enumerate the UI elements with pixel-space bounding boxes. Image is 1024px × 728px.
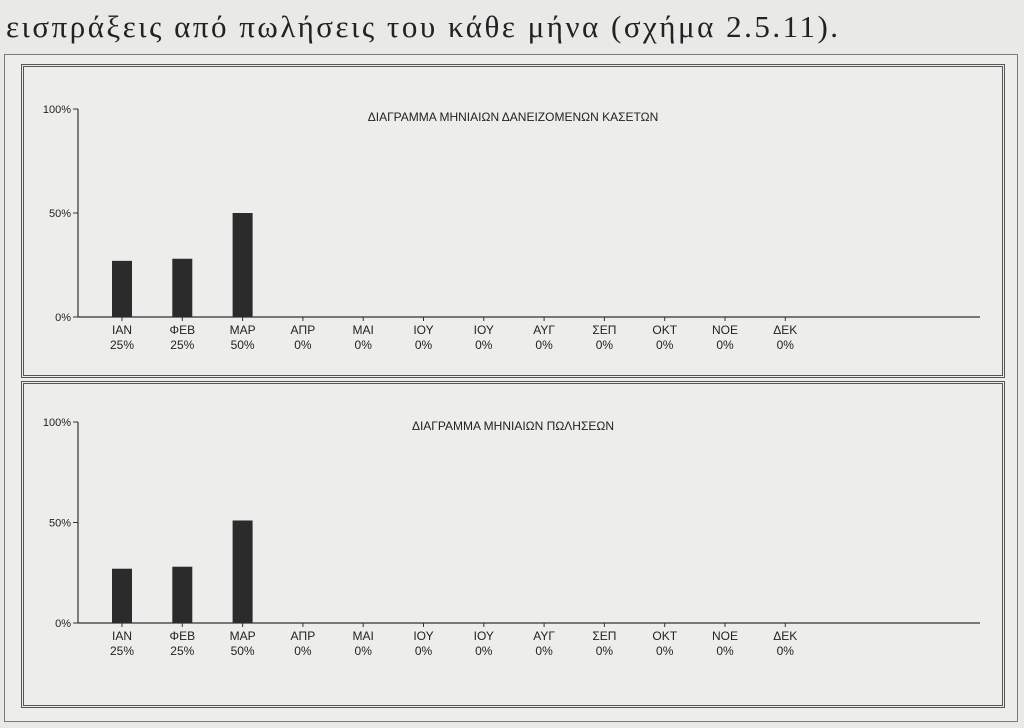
- y-tick-label: 0%: [55, 312, 71, 324]
- x-tick-label: ΜΑΙ: [353, 323, 374, 337]
- x-tick-label: ΝΟΕ: [712, 629, 738, 643]
- bar-value-label: 0%: [777, 338, 795, 352]
- x-tick-label: ΑΥΓ: [533, 323, 555, 337]
- chart-title: ΔΙΑΓΡΑΜΜΑ ΜΗΝΙΑΙΩΝ ΔΑΝΕΙΖΟΜΕΝΩΝ ΚΑΣΕΤΩΝ: [368, 110, 659, 124]
- x-tick-label: ΑΠΡ: [291, 629, 316, 643]
- bar-value-label: 0%: [355, 338, 373, 352]
- bar-value-label: 0%: [475, 644, 493, 658]
- bar-value-label: 25%: [110, 338, 134, 352]
- bar-value-label: 25%: [170, 338, 194, 352]
- bar-2: [172, 566, 193, 623]
- chart-rentals: ΔΙΑΓΡΑΜΜΑ ΜΗΝΙΑΙΩΝ ΔΑΝΕΙΖΟΜΕΝΩΝ ΚΑΣΕΤΩΝ 0…: [43, 104, 980, 352]
- bar-value-label: 0%: [535, 644, 553, 658]
- y-tick-label: 100%: [43, 104, 71, 116]
- bar-value-label: 0%: [596, 644, 614, 658]
- x-tick-label: ΔΕΚ: [773, 629, 797, 643]
- bar-value-label: 0%: [294, 644, 312, 658]
- bar-1: [112, 568, 132, 623]
- bar-value-label: 0%: [656, 644, 674, 658]
- x-tick-label: ΙΟΥ: [474, 323, 494, 337]
- bar-value-label: 0%: [716, 644, 734, 658]
- figure-frame: ΔΙΑΓΡΑΜΜΑ ΜΗΝΙΑΙΩΝ ΔΑΝΕΙΖΟΜΕΝΩΝ ΚΑΣΕΤΩΝ 0…: [4, 54, 1018, 722]
- bar-value-label: 0%: [355, 644, 373, 658]
- x-tick-label: ΜΑΙ: [353, 629, 374, 643]
- x-tick-label: ΙΟΥ: [413, 323, 433, 337]
- bar-1: [112, 260, 132, 317]
- chart-panel-sales: ΔΙΑΓΡΑΜΜΑ ΜΗΝΙΑΙΩΝ ΠΩΛΗΣΕΩΝ 0% 50% 100% ΙΑΝ 2…: [21, 381, 1005, 708]
- bar-value-label: 0%: [777, 644, 795, 658]
- bar-3: [232, 213, 253, 317]
- x-tick-label: ΝΟΕ: [712, 323, 738, 337]
- chart-title: ΔΙΑΓΡΑΜΜΑ ΜΗΝΙΑΙΩΝ ΠΩΛΗΣΕΩΝ: [412, 419, 614, 433]
- bar-2: [172, 258, 193, 317]
- x-tick-label: ΣΕΠ: [592, 323, 616, 337]
- chart-panel-rentals: ΔΙΑΓΡΑΜΜΑ ΜΗΝΙΑΙΩΝ ΔΑΝΕΙΖΟΜΕΝΩΝ ΚΑΣΕΤΩΝ 0…: [21, 64, 1005, 378]
- bar-value-label: 0%: [475, 338, 493, 352]
- page-caption: εισπράξεις από πωλήσεις του κάθε μήνα (σ…: [6, 9, 841, 44]
- bar-value-label: 0%: [596, 338, 614, 352]
- x-tick-label: ΜΑΡ: [230, 323, 256, 337]
- x-tick-label: ΜΑΡ: [230, 629, 256, 643]
- bar-value-label: 0%: [415, 644, 433, 658]
- x-tick-label: ΦΕΒ: [170, 629, 196, 643]
- x-tick-label: ΔΕΚ: [773, 323, 797, 337]
- bar-value-label: 50%: [231, 644, 255, 658]
- x-tick-label: ΟΚΤ: [652, 629, 677, 643]
- y-tick-label: 100%: [43, 417, 71, 429]
- y-tick-label: 50%: [49, 208, 71, 220]
- bar-value-label: 25%: [170, 644, 194, 658]
- bar-value-label: 50%: [231, 338, 255, 352]
- bar-value-label: 0%: [656, 338, 674, 352]
- bar-3: [232, 520, 253, 623]
- x-tick-label: ΙΑΝ: [112, 323, 132, 337]
- x-tick-label: ΑΥΓ: [533, 629, 555, 643]
- y-tick-label: 0%: [55, 618, 71, 630]
- x-tick-label: ΙΑΝ: [112, 629, 132, 643]
- x-tick-label: ΟΚΤ: [652, 323, 677, 337]
- x-tick-label: ΙΟΥ: [413, 629, 433, 643]
- x-tick-label: ΣΕΠ: [592, 629, 616, 643]
- bar-value-label: 0%: [535, 338, 553, 352]
- x-tick-label: ΑΠΡ: [291, 323, 316, 337]
- bar-value-label: 0%: [294, 338, 312, 352]
- y-tick-label: 50%: [49, 518, 71, 530]
- x-tick-label: ΦΕΒ: [170, 323, 196, 337]
- x-tick-label: ΙΟΥ: [474, 629, 494, 643]
- bar-value-label: 0%: [415, 338, 433, 352]
- bar-value-label: 0%: [716, 338, 734, 352]
- bar-value-label: 25%: [110, 644, 134, 658]
- chart-sales: ΔΙΑΓΡΑΜΜΑ ΜΗΝΙΑΙΩΝ ΠΩΛΗΣΕΩΝ0%50%100%ΙΑΝ2…: [43, 417, 980, 658]
